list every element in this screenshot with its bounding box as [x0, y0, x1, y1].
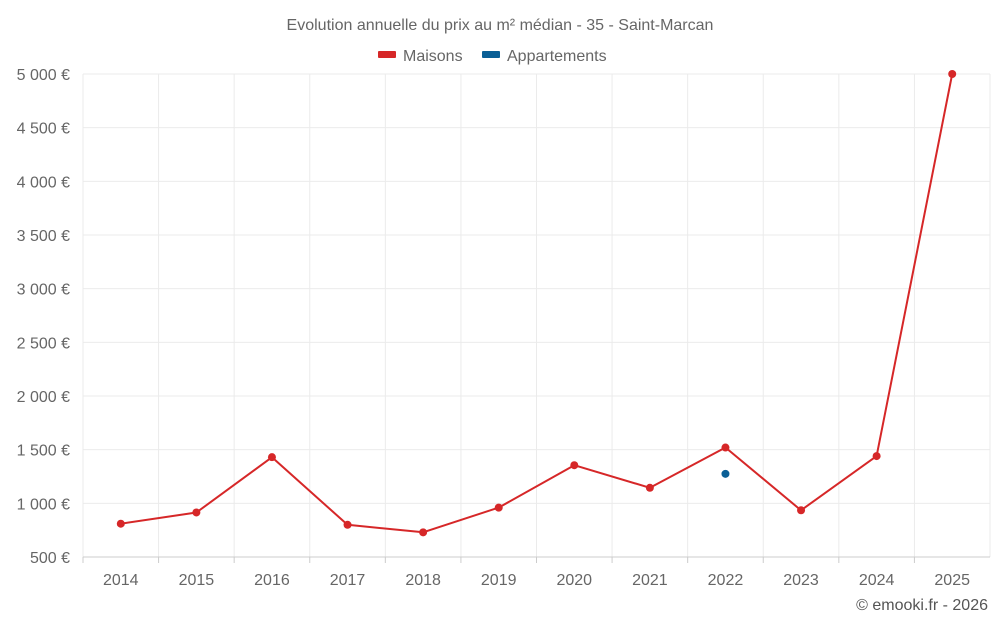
data-point-maisons[interactable] [872, 452, 881, 461]
y-tick-label: 4 500 € [17, 121, 70, 138]
data-point-maisons[interactable] [267, 453, 276, 462]
credit-text: © emooki.fr - 2026 [856, 597, 988, 614]
x-tick-label: 2025 [934, 572, 970, 589]
legend-swatch-maisons [378, 51, 396, 58]
legend-label-maisons: Maisons [403, 48, 463, 65]
data-point-appartements[interactable] [721, 469, 730, 478]
data-point-maisons[interactable] [721, 443, 730, 452]
legend-label-appartements: Appartements [507, 48, 607, 65]
legend: Maisons Appartements [378, 48, 607, 65]
y-tick-label: 5 000 € [17, 67, 70, 84]
data-point-maisons[interactable] [570, 461, 579, 470]
x-tick-label: 2022 [708, 572, 744, 589]
x-tick-label: 2021 [632, 572, 668, 589]
y-tick-label: 1 000 € [17, 496, 70, 513]
x-tick-label: 2019 [481, 572, 517, 589]
x-tick-label: 2023 [783, 572, 819, 589]
x-tick-label: 2017 [330, 572, 366, 589]
data-point-maisons[interactable] [948, 70, 957, 78]
y-tick-label: 4 000 € [17, 174, 70, 191]
x-tick-label: 2015 [179, 572, 215, 589]
x-tick-label: 2018 [405, 572, 441, 589]
y-tick-label: 2 000 € [17, 389, 70, 406]
chart-title: Evolution annuelle du prix au m² médian … [287, 17, 714, 34]
data-point-maisons[interactable] [343, 520, 352, 529]
x-tick-label: 2020 [556, 572, 592, 589]
data-point-maisons[interactable] [494, 503, 503, 512]
legend-swatch-appartements [482, 51, 500, 58]
y-tick-label: 3 500 € [17, 228, 70, 245]
data-point-maisons[interactable] [419, 528, 428, 537]
y-tick-label: 500 € [30, 550, 70, 567]
y-tick-label: 1 500 € [17, 443, 70, 460]
x-axis-labels: 2014 2015 2016 2017 2018 2019 2020 2021 2022 2023… [103, 572, 970, 589]
y-tick-label: 3 000 € [17, 282, 70, 299]
x-tick-label: 2024 [859, 572, 895, 589]
series [116, 70, 957, 537]
x-tick-label: 2014 [103, 572, 139, 589]
y-axis-labels: 500 € 1 000 € 1 500 € 2 000 € 2 500 € 3 000 €… [17, 67, 70, 567]
y-tick-label: 2 500 € [17, 335, 70, 352]
legend-item-maisons[interactable]: Maisons [378, 48, 463, 65]
legend-item-appartements[interactable]: Appartements [482, 48, 607, 65]
data-point-maisons[interactable] [645, 483, 654, 492]
data-point-maisons[interactable] [116, 519, 125, 528]
x-tick-label: 2016 [254, 572, 290, 589]
data-point-maisons[interactable] [797, 506, 806, 515]
data-point-maisons[interactable] [192, 508, 201, 517]
series-line-maisons [120, 73, 954, 534]
grid [82, 73, 991, 563]
